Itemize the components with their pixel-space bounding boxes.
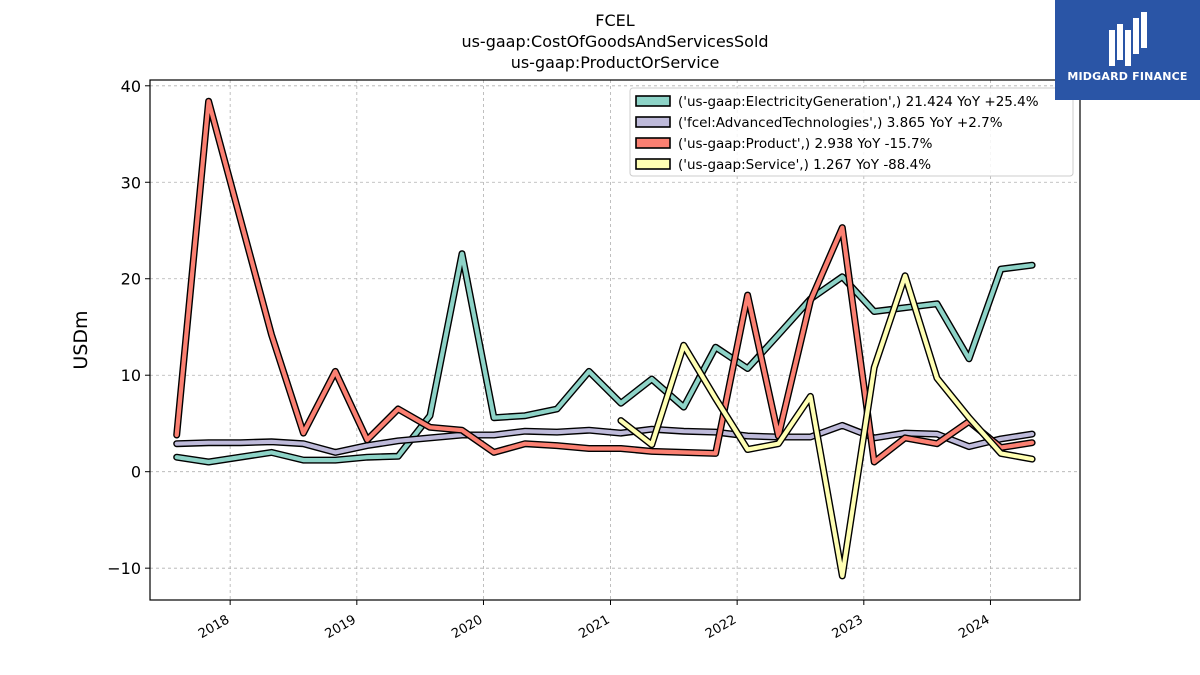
title-line: us-gaap:CostOfGoodsAndServicesSold [461,32,768,51]
x-tick-label: 2024 [956,612,992,642]
series-2 [173,97,1036,466]
title-line: FCEL [595,11,634,30]
legend-label: ('us-gaap:Product',) 2.938 YoY -15.7% [678,136,933,152]
x-tick-label: 2021 [576,612,612,642]
logo-text: MIDGARD FINANCE [1067,70,1188,83]
legend-swatch [635,158,671,170]
plot-frame [149,79,1081,601]
y-tick-label: 30 [121,173,141,192]
series-line [174,99,1035,465]
y-tick-label: 0 [131,463,141,482]
x-tick-label: 2018 [196,612,232,642]
title-line: us-gaap:ProductOrService [511,53,720,72]
legend-label: ('fcel:AdvancedTechnologies',) 3.865 YoY… [678,115,1003,131]
series-line [618,273,1035,579]
x-tick-label: 2020 [449,612,485,642]
chart-title: FCEL us-gaap:CostOfGoodsAndServicesSold us… [461,11,768,72]
x-tick-label: 2019 [323,612,359,642]
legend: ('us-gaap:ElectricityGeneration',) 21.42… [629,87,1074,177]
y-tick-label: −10 [107,559,141,578]
legend-swatch [635,95,671,107]
y-tick-label: 20 [121,270,141,289]
x-tick-label: 2023 [830,612,866,642]
legend-label: ('us-gaap:Service',) 1.267 YoY -88.4% [678,157,931,173]
y-tick-label: 10 [121,366,141,385]
series-lines [173,97,1036,580]
series-3 [617,272,1036,580]
x-tick-label: 2022 [703,612,739,642]
y-axis-label: USDm [70,310,92,369]
series-1 [173,421,1036,456]
series-line [174,423,1035,455]
brand-logo: MIDGARD FINANCE [1055,0,1200,100]
y-tick-label: 40 [121,77,141,96]
legend-label: ('us-gaap:ElectricityGeneration',) 21.42… [678,94,1039,110]
legend-swatch [635,137,671,149]
legend-box [629,87,1074,177]
logo-mark-icon [1109,12,1147,66]
legend-swatch [635,116,671,128]
